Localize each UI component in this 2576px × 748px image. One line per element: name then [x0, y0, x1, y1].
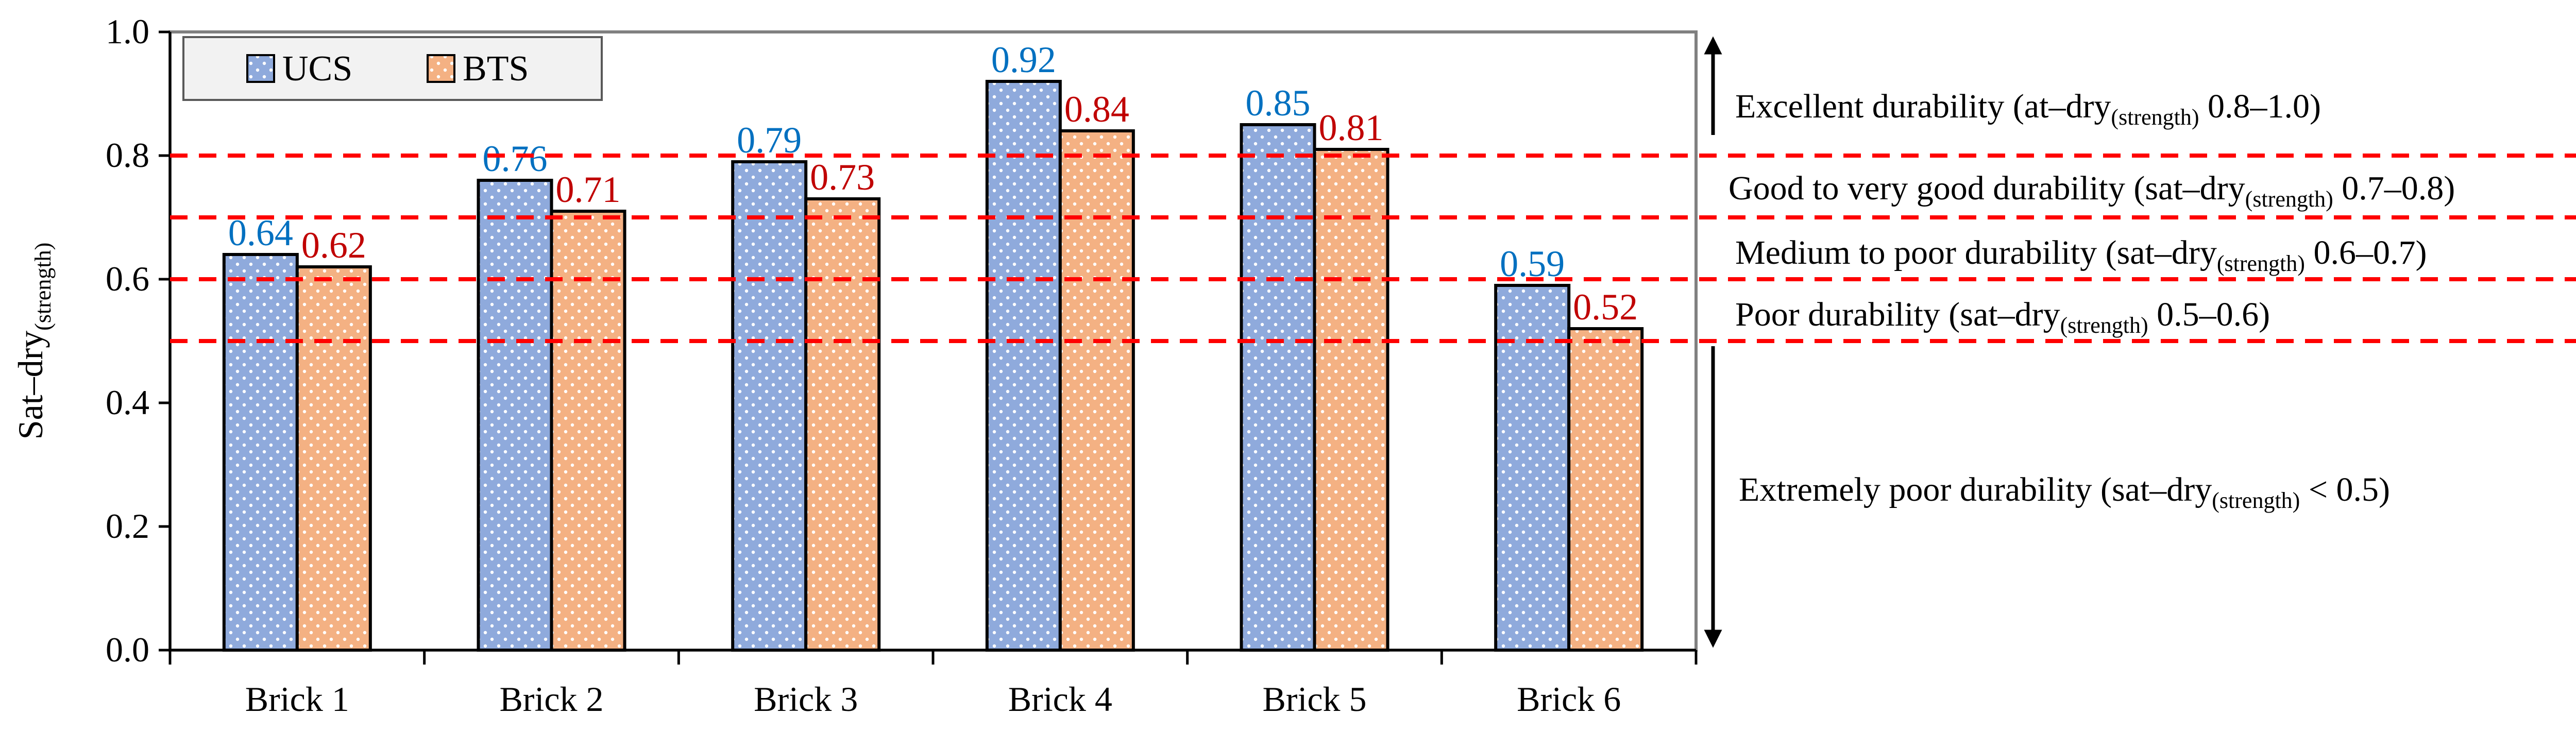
legend-swatch-bts: [427, 54, 455, 83]
data-label-bts: 0.52: [1573, 286, 1638, 328]
annotation-good: Good to very good durability (sat–dry(st…: [1728, 169, 2455, 212]
legend: UCS BTS: [182, 36, 603, 101]
bar-bts: [804, 197, 881, 652]
y-tick-label: 0.6: [106, 259, 149, 298]
annotation-excellent: Excellent durability (at–dry(strength) 0…: [1735, 88, 2321, 130]
x-tick-label: Brick 2: [499, 679, 603, 719]
bar-bts: [295, 265, 372, 652]
x-tick-label: Brick 5: [1262, 679, 1366, 719]
y-axis-label: Sat–dry(strength): [11, 243, 56, 440]
legend-label-bts: BTS: [463, 49, 529, 89]
bar-ucs: [477, 179, 553, 652]
data-label-bts: 0.81: [1319, 107, 1384, 148]
bar-bts: [550, 210, 626, 652]
annotation-medium: Medium to poor durability (sat–dry(stren…: [1735, 234, 2427, 276]
legend-box: [182, 36, 603, 101]
x-tick-label: Brick 1: [245, 679, 349, 719]
bar-ucs: [985, 80, 1062, 652]
x-tick-label: Brick 6: [1517, 679, 1621, 719]
bar-bts: [1058, 129, 1135, 652]
x-tick-label: Brick 4: [1008, 679, 1112, 719]
legend-label-ucs: UCS: [282, 49, 352, 89]
y-tick-label: 0.2: [106, 506, 149, 546]
annotation-poor: Poor durability (sat–dry(strength) 0.5–0…: [1735, 296, 2270, 338]
data-label-ucs: 0.92: [991, 39, 1056, 80]
y-tick-label: 1.0: [106, 12, 149, 51]
x-tick-label: Brick 3: [754, 679, 858, 719]
data-label-bts: 0.62: [301, 225, 366, 266]
data-label-bts: 0.73: [810, 157, 875, 198]
bar-ucs: [1240, 123, 1316, 652]
y-tick-label: 0.4: [106, 383, 149, 422]
bar-ucs: [1494, 284, 1571, 652]
bar-ucs: [222, 253, 299, 652]
y-axis-label-main: Sat–dry: [11, 331, 50, 440]
bar-bts: [1567, 327, 1644, 652]
annotation-extremely-poor: Extremely poor durability (sat–dry(stren…: [1739, 471, 2390, 513]
y-tick-label: 0.0: [106, 630, 149, 669]
y-tick-label: 0.8: [106, 135, 149, 175]
data-label-ucs: 0.76: [483, 138, 548, 179]
legend-swatch-ucs: [246, 54, 275, 83]
bar-ucs: [731, 160, 808, 652]
data-label-bts: 0.71: [556, 169, 621, 210]
data-label-ucs: 0.85: [1246, 82, 1311, 124]
bar-bts: [1313, 148, 1389, 652]
data-label-bts: 0.84: [1064, 89, 1129, 130]
y-axis-label-sub: (strength): [30, 243, 56, 331]
